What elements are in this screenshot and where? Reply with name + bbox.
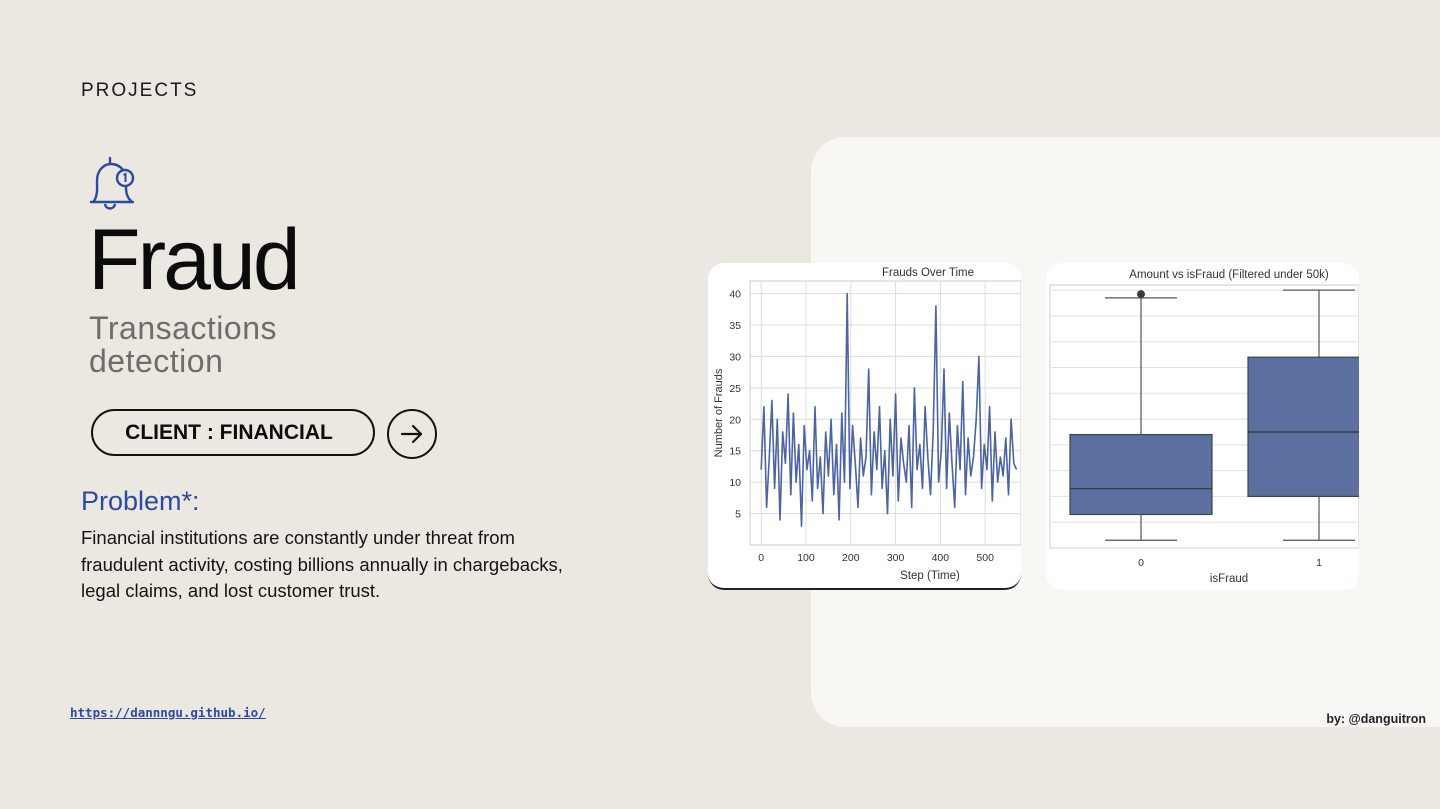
chart-xlabel: Step (Time) (900, 570, 960, 582)
problem-description: Financial institutions are constantly un… (81, 527, 563, 601)
fraud-series-line (760, 292, 1018, 527)
box-iqr (1069, 433, 1213, 516)
x-tick-label: 0 (758, 552, 764, 564)
x-tick-label: 300 (887, 552, 905, 564)
y-tick-label: 35 (729, 320, 741, 332)
x-tick-label: 400 (932, 552, 950, 564)
y-tick-label: 30 (729, 351, 741, 363)
x-tick-label: 1 (1316, 557, 1322, 569)
problem-heading: Problem*: (81, 486, 200, 516)
section-label: PROJECTS (81, 80, 199, 101)
x-tick-label: 0 (1138, 557, 1144, 569)
box-outliers (1137, 290, 1145, 299)
y-tick-label: 25 (729, 383, 741, 395)
y-tick-label: 15 (729, 446, 741, 458)
y-tick-label: 10 (729, 477, 741, 489)
y-tick-label: 20 (729, 414, 741, 426)
chart-xlabel: isFraud (1210, 573, 1248, 585)
amount-vs-isfraud-chart: Amount vs isFraud (Filtered under 50k) i… (1046, 263, 1359, 590)
chart-title: Amount vs isFraud (Filtered under 50k) (1129, 269, 1329, 281)
x-tick-label: 200 (842, 552, 860, 564)
client-label: CLIENT : FINANCIAL (125, 420, 333, 444)
author-credit: by: @danguitron (1326, 712, 1426, 726)
project-subtitle: Transactions detection (89, 312, 277, 378)
client-button[interactable]: CLIENT : FINANCIAL (91, 409, 375, 456)
y-tick-label: 40 (729, 289, 741, 301)
frauds-over-time-chart: Frauds Over Time Number of Frauds Step (… (708, 263, 1021, 590)
bell-notification-icon (86, 155, 140, 215)
portfolio-link[interactable]: https://dannngu.github.io/ (70, 705, 266, 720)
box-iqr (1247, 356, 1359, 498)
x-tick-label: 100 (797, 552, 815, 564)
x-tick-label: 500 (976, 552, 994, 564)
y-tick-label: 5 (735, 509, 741, 521)
subtitle-line-1: Transactions (89, 310, 277, 346)
arrow-right-icon (400, 424, 423, 444)
next-arrow-button[interactable] (387, 409, 437, 459)
project-title: Fraud (88, 212, 301, 308)
chart-ylabel: Number of Frauds (713, 368, 725, 457)
subtitle-line-2: detection (89, 343, 224, 379)
chart-title: Frauds Over Time (882, 267, 974, 279)
